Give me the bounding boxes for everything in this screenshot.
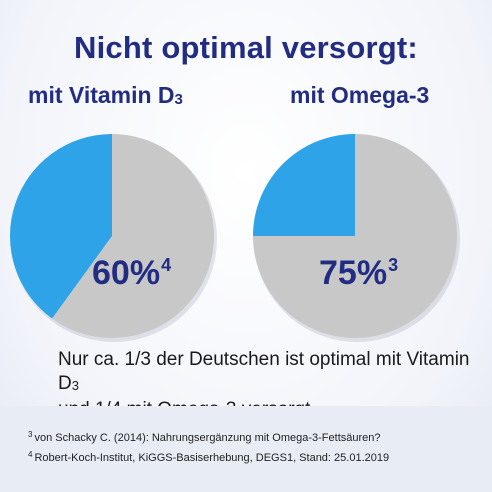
vitamin-d-pie-chart (10, 134, 217, 342)
footnote-3-text: von Schacky C. (2014): Nahrungsergänzung… (34, 432, 381, 444)
omega-3-pie-title-text: mit Omega-3 (290, 82, 430, 108)
vitamin-d-pie-title-text: mit Vitamin D (28, 82, 175, 108)
vitamin-d-pie-title-subscript: 3 (174, 91, 183, 108)
page-title: Nicht optimal versorgt: (74, 30, 418, 65)
vitamin-d-percentage-label: 60%4 (92, 254, 171, 293)
vitamin-d-footnote-mark: 4 (161, 255, 172, 275)
footnote-4-text: Robert-Koch-Institut, KiGGS-Basiserhebun… (34, 452, 390, 464)
footnote-4-mark: 4 (28, 450, 33, 459)
omega-3-pie-slice-optimal (253, 134, 355, 236)
vitamin-d-percentage-value: 60% (92, 254, 161, 292)
vitamin-d-pie-slice-optimal (10, 134, 112, 319)
omega-3-percentage-label: 75%3 (319, 254, 398, 293)
omega-3-pie-title: mit Omega-3 (290, 82, 429, 109)
footnote-3-mark: 3 (28, 430, 33, 439)
summary-line-1-subscript: 3 (71, 378, 79, 393)
omega-3-footnote-mark: 3 (388, 255, 399, 275)
vitamin-d-pie-slice-not-optimal (52, 134, 215, 338)
omega-3-pie-chart (253, 134, 460, 342)
footnote-area (0, 406, 492, 492)
vitamin-d-pie-title: mit Vitamin D3 (28, 82, 183, 109)
omega-3-percentage-value: 75% (319, 254, 388, 292)
footnote-3: 3 von Schacky C. (2014): Nahrungsergänzun… (28, 430, 381, 444)
footnote-4: 4 Robert-Koch-Institut, KiGGS-Basiserhebu… (28, 450, 389, 464)
summary-line-1: Nur ca. 1/3 der Deutschen ist optimal mi… (58, 349, 470, 394)
